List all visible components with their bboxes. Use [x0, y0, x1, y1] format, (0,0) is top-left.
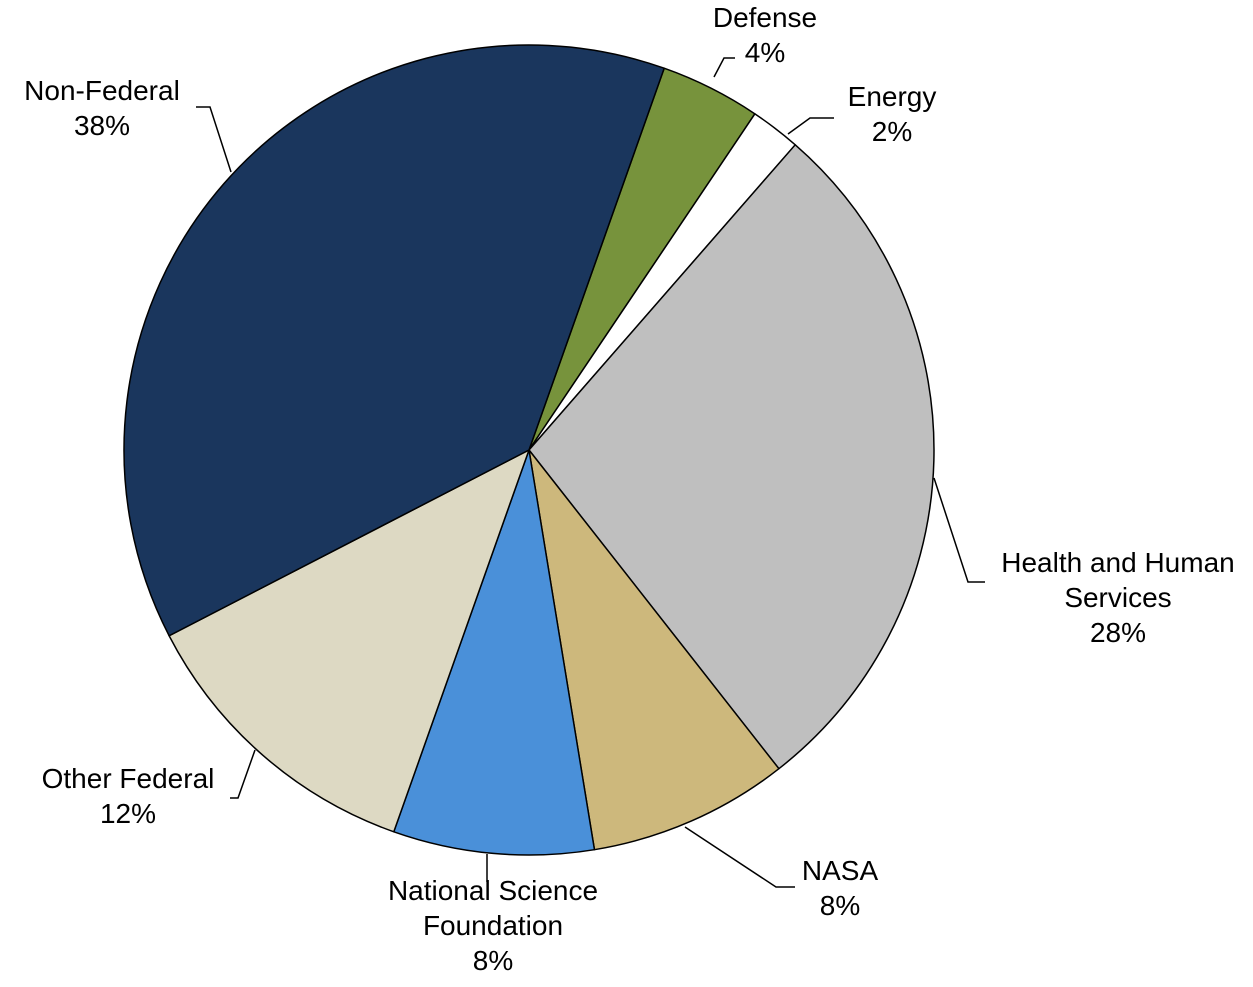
slice-label-national-science-foundation: National Science Foundation 8% — [388, 875, 598, 976]
leader-line-nasa — [684, 826, 795, 888]
slice-value-label: 8% — [473, 945, 513, 976]
leader-line-health-and-human-services — [933, 477, 985, 583]
slice-label-health-and-human-services: Health and Human Services 28% — [1001, 547, 1234, 648]
slice-name-line: Health and Human — [1001, 547, 1234, 578]
slice-labels: Defense 4% Energy 2% Health and Human Service… — [24, 2, 1235, 976]
slice-value-label: 12% — [100, 798, 156, 829]
slice-value-label: 4% — [745, 37, 785, 68]
pie-slice-national-science-foundation — [393, 449, 596, 856]
pie-slice-other-federal — [168, 449, 530, 833]
slice-name-line: Foundation — [423, 910, 563, 941]
pie-slice-health-and-human-services — [528, 144, 935, 770]
slice-label-nasa: NASA 8% — [802, 855, 879, 921]
slice-name-line: Defense — [713, 2, 817, 33]
leader-line-other-federal — [230, 749, 256, 799]
leader-line-defense — [713, 57, 735, 78]
pie-slices — [123, 44, 935, 856]
pie-slice-nasa — [528, 449, 780, 851]
slice-value-label: 8% — [820, 890, 860, 921]
slice-name-line: Energy — [848, 81, 937, 112]
slice-name-line: Non-Federal — [24, 75, 180, 106]
slice-label-non-federal: Non-Federal 38% — [24, 75, 180, 141]
leader-line-non-federal — [196, 106, 232, 173]
slice-label-other-federal: Other Federal 12% — [42, 763, 215, 829]
slice-name-line: Other Federal — [42, 763, 215, 794]
slice-label-defense: Defense 4% — [713, 2, 817, 68]
slice-value-label: 2% — [872, 116, 912, 147]
slice-name-line: NASA — [802, 855, 879, 886]
pie-slice-non-federal — [123, 44, 665, 637]
slice-label-energy: Energy 2% — [848, 81, 937, 147]
leader-line-energy — [787, 117, 834, 135]
slice-value-label: 28% — [1090, 617, 1146, 648]
slice-name-line: Services — [1064, 582, 1171, 613]
leader-lines — [196, 57, 985, 888]
slice-value-label: 38% — [74, 110, 130, 141]
slice-name-line: National Science — [388, 875, 598, 906]
